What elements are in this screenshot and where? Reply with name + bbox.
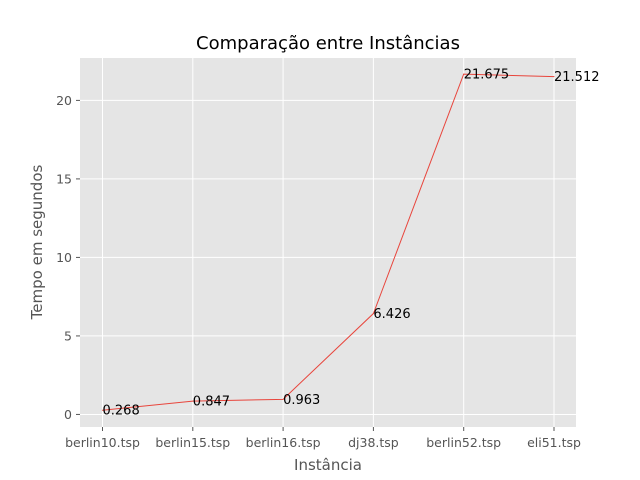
data-point — [282, 398, 284, 400]
chart-title: Comparação entre Instâncias — [196, 33, 460, 54]
x-tick-label: dj38.tsp — [348, 435, 399, 450]
data-label: 0.268 — [103, 404, 140, 419]
x-tick-label: berlin10.tsp — [65, 435, 140, 450]
data-label: 6.426 — [373, 307, 410, 322]
y-tick-label: 10 — [56, 250, 72, 265]
x-tick-label: berlin16.tsp — [246, 435, 321, 450]
series-line — [102, 73, 555, 411]
x-tick-label: berlin52.tsp — [426, 435, 501, 450]
series — [102, 73, 555, 411]
axis-ticks: 0 5 10 15 20 berlin10.tsp berlin15.tsp berlin16… — [56, 93, 581, 450]
y-tick-label: 5 — [64, 328, 72, 343]
grid — [80, 58, 576, 427]
data-point — [372, 313, 374, 315]
y-axis-label: Tempo em segundos — [28, 165, 46, 321]
data-point — [463, 73, 465, 75]
data-label: 21.675 — [464, 68, 510, 83]
data-label: 21.512 — [554, 70, 600, 85]
x-tick-label: berlin15.tsp — [155, 435, 230, 450]
data-point — [553, 76, 555, 78]
data-labels: 0.268 0.847 0.963 6.426 21.675 21.512 — [103, 68, 600, 419]
data-point — [102, 409, 103, 411]
data-point — [192, 400, 194, 402]
plot-area — [80, 58, 576, 427]
y-tick-label: 15 — [56, 171, 72, 186]
y-tick-label: 20 — [56, 93, 72, 108]
x-axis-label: Instância — [294, 456, 362, 474]
x-tick-label: eli51.tsp — [527, 435, 581, 450]
data-label: 0.847 — [193, 395, 230, 410]
data-label: 0.963 — [283, 393, 320, 408]
y-tick-label: 0 — [64, 407, 72, 422]
